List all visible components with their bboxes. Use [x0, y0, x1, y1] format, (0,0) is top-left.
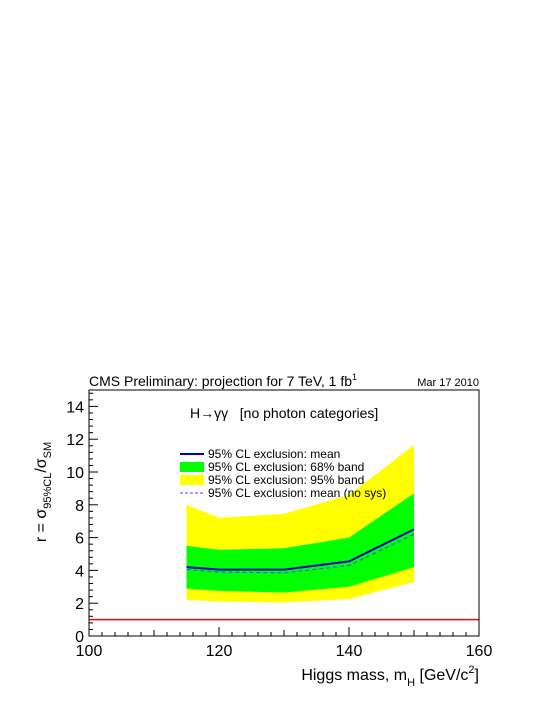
y-tick-label: 0 — [75, 629, 84, 646]
lines-layer — [89, 528, 479, 621]
y-tick-label: 12 — [66, 432, 84, 449]
y-tick-label: 8 — [75, 498, 84, 515]
legend-label: 95% CL exclusion: 95% band — [208, 473, 364, 487]
chart-title-sup: 1 — [352, 372, 357, 382]
process-annotation: H→γγ [no photon categories] — [190, 405, 378, 421]
x-tick-label: 140 — [336, 643, 363, 660]
y-tick-label: 10 — [66, 465, 84, 482]
x-tick-label: 120 — [206, 643, 233, 660]
y-tick-label: 6 — [75, 531, 84, 548]
band-68 — [186, 493, 414, 593]
chart-date: Mar 17 2010 — [417, 377, 479, 389]
x-tick-label: 100 — [76, 643, 103, 660]
mean-line — [186, 528, 415, 571]
y-axis-label: r = σ95%CL/σSM — [33, 442, 54, 542]
y-tick-label: 14 — [66, 399, 84, 416]
y-tick-label: 4 — [75, 563, 84, 580]
x-axis-label: Higgs mass, mH [GeV/c2] — [301, 664, 479, 689]
legend-label: 95% CL exclusion: mean — [208, 447, 340, 461]
legend-label: 95% CL exclusion: mean (no sys) — [208, 486, 386, 500]
y-tick-label: 2 — [75, 596, 84, 613]
mean-nosys-line — [186, 533, 415, 574]
legend-swatch-band — [180, 462, 204, 472]
bands-layer — [186, 444, 414, 603]
x-tick-label: 160 — [466, 643, 493, 660]
chart-title: CMS Preliminary: projection for 7 TeV, 1… — [89, 372, 357, 389]
axes: 100 120 140 160 0 2 4 6 8 10 12 14 — [66, 389, 493, 660]
legend-swatch-band — [180, 475, 204, 485]
legend-label: 95% CL exclusion: 68% band — [208, 460, 364, 474]
